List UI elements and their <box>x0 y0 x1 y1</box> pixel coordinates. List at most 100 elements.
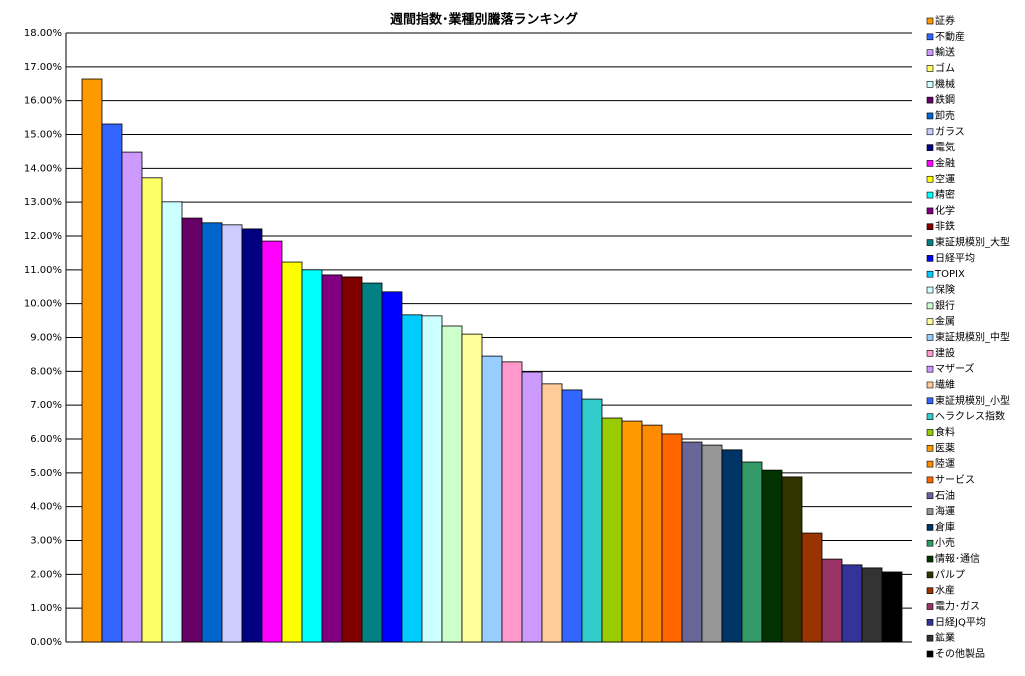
legend-marker <box>926 492 934 500</box>
y-tick-label: 14.00% <box>24 163 62 174</box>
bar <box>141 177 163 643</box>
bar <box>721 449 743 643</box>
bar <box>81 78 103 643</box>
y-tick-label: 17.00% <box>24 62 62 73</box>
y-tick-label: 12.00% <box>24 231 62 242</box>
legend-marker <box>926 539 934 547</box>
legend-label: 水産 <box>935 584 955 597</box>
legend-marker <box>926 413 934 420</box>
legend-label: TOPIX <box>934 269 965 280</box>
legend-marker <box>926 444 934 452</box>
y-tick-label: 18.00% <box>24 28 62 39</box>
bar <box>841 564 863 643</box>
legend-marker <box>926 223 934 231</box>
legend-label: 石油 <box>935 489 955 502</box>
legend-marker <box>926 397 934 405</box>
legend-marker <box>926 350 934 357</box>
y-tick-label: 5.00% <box>30 468 62 479</box>
legend-marker <box>926 476 934 484</box>
legend-marker <box>926 286 934 294</box>
legend-label: 卸売 <box>935 109 955 122</box>
bar <box>861 567 883 643</box>
legend-marker <box>926 587 934 595</box>
legend-label: パルプ <box>935 569 965 581</box>
legend-marker <box>926 571 934 579</box>
y-tick-label: 11.00% <box>24 265 62 276</box>
bar <box>741 461 763 643</box>
legend-marker <box>926 619 934 626</box>
legend-marker <box>926 81 934 88</box>
legend-marker <box>926 650 934 658</box>
y-tick-label: 16.00% <box>24 96 62 107</box>
legend-label: 東証規模別_大型 <box>935 236 1010 249</box>
legend-label: 機械 <box>935 77 955 90</box>
y-tick-label: 3.00% <box>30 536 62 547</box>
bar <box>421 315 443 643</box>
legend-marker <box>926 508 934 515</box>
legend-label: ゴム <box>935 61 955 74</box>
legend-label: 倉庫 <box>935 520 955 533</box>
bar <box>821 558 843 643</box>
legend-label: 東証規模別_小型 <box>935 394 1010 407</box>
bar <box>121 151 143 643</box>
legend-label: 電力･ガス <box>935 600 980 613</box>
bar <box>241 228 263 643</box>
legend-marker <box>926 460 934 468</box>
legend-label: 銀行 <box>935 299 955 312</box>
bar <box>281 261 303 643</box>
legend-label: 保険 <box>935 283 955 296</box>
chart-title: 週間指数･業種別騰落ランキング <box>390 12 578 28</box>
legend-marker <box>926 96 934 104</box>
bar <box>541 383 563 643</box>
bar <box>301 269 323 643</box>
bar <box>101 123 123 643</box>
bar <box>781 476 803 643</box>
bar <box>381 291 403 643</box>
bar <box>641 424 663 643</box>
bar <box>801 532 823 643</box>
legend-marker <box>926 302 934 310</box>
legend-marker <box>926 17 934 25</box>
bar <box>481 355 503 643</box>
y-tick-label: 8.00% <box>30 366 62 377</box>
y-tick-label: 7.00% <box>30 400 62 411</box>
legend-label: 陸運 <box>935 457 955 470</box>
bar <box>661 433 683 643</box>
legend-marker <box>926 365 934 373</box>
legend-label: 医薬 <box>935 442 955 454</box>
legend-marker <box>926 634 934 642</box>
legend-marker <box>926 381 934 389</box>
legend-label: 証券 <box>935 14 955 27</box>
bar <box>161 201 183 643</box>
bar <box>561 389 583 643</box>
legend-marker <box>926 239 934 246</box>
legend-marker <box>926 144 934 151</box>
bar <box>221 224 243 643</box>
legend-marker <box>926 128 934 136</box>
legend-label: 不動産 <box>935 30 965 43</box>
legend-label: 食料 <box>935 425 955 438</box>
legend-marker <box>926 65 934 72</box>
y-tick-label: 6.00% <box>30 434 62 445</box>
legend-label: 情報･通信 <box>935 552 980 565</box>
y-tick-label: 1.00% <box>30 603 62 614</box>
y-tick-label: 4.00% <box>30 502 62 513</box>
legend-marker <box>926 255 934 262</box>
legend-marker <box>926 175 934 183</box>
legend-marker <box>926 191 934 199</box>
legend-label: 精密 <box>935 188 955 201</box>
legend-marker <box>926 160 934 167</box>
legend-marker <box>926 49 934 56</box>
legend-label: 金属 <box>935 315 955 328</box>
bar <box>521 371 543 643</box>
legend-label: 海運 <box>935 505 955 518</box>
legend-label: 電気 <box>935 141 955 154</box>
legend-label: 日経JQ平均 <box>935 615 986 628</box>
legend-marker <box>926 270 934 278</box>
legend-label: その他製品 <box>935 647 985 660</box>
legend-marker <box>926 318 934 325</box>
bar <box>701 444 723 643</box>
y-tick-label: 2.00% <box>30 569 62 580</box>
legend-label: 非鉄 <box>935 220 955 233</box>
legend-label: 小売 <box>935 536 955 549</box>
